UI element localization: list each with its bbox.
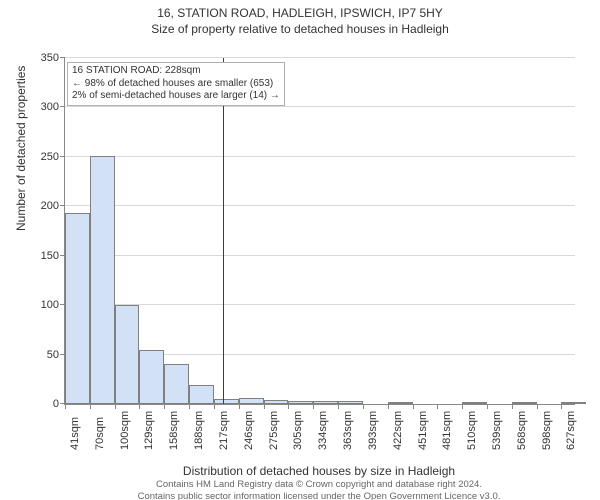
- y-tick-label: 150: [25, 250, 59, 262]
- callout-box: 16 STATION ROAD: 228sqm← 98% of detached…: [67, 62, 285, 106]
- y-tick: [60, 57, 65, 58]
- x-tick-label: 275sqm: [268, 411, 280, 450]
- y-tick: [60, 156, 65, 157]
- footer-attribution: Contains HM Land Registry data © Crown c…: [64, 479, 574, 500]
- x-tick-label: 539sqm: [491, 411, 503, 450]
- x-tick-label: 129sqm: [143, 411, 155, 450]
- x-tick-label: 568sqm: [516, 411, 528, 450]
- x-tick-label: 510sqm: [466, 411, 478, 450]
- grid-line: [65, 106, 575, 107]
- callout-text: 2% of semi-detached houses are larger (1…: [72, 90, 280, 103]
- y-tick-label: 350: [25, 52, 59, 64]
- histogram-chart: 05010015020025030035041sqm70sqm100sqm129…: [64, 58, 575, 405]
- x-tick: [313, 404, 314, 409]
- x-tick: [338, 404, 339, 409]
- y-tick-label: 50: [25, 349, 59, 361]
- x-tick: [214, 404, 215, 409]
- x-tick-label: 70sqm: [94, 417, 106, 450]
- histogram-bar: [139, 350, 164, 404]
- x-tick-label: 627sqm: [565, 411, 577, 450]
- y-tick-label: 200: [25, 200, 59, 212]
- x-axis-title: Distribution of detached houses by size …: [64, 464, 574, 478]
- x-tick: [512, 404, 513, 409]
- x-tick: [437, 404, 438, 409]
- x-tick: [363, 404, 364, 409]
- x-tick: [288, 404, 289, 409]
- page-title: 16, STATION ROAD, HADLEIGH, IPSWICH, IP7…: [0, 6, 600, 20]
- x-tick-label: 217sqm: [218, 411, 230, 450]
- x-tick-label: 422sqm: [392, 411, 404, 450]
- x-tick-label: 305sqm: [292, 411, 304, 450]
- x-tick-label: 188sqm: [193, 411, 205, 450]
- x-tick: [164, 404, 165, 409]
- grid-line: [65, 205, 575, 206]
- histogram-bar: [65, 213, 90, 404]
- x-tick: [537, 404, 538, 409]
- histogram-bar: [189, 385, 214, 404]
- x-tick-label: 41sqm: [69, 417, 81, 450]
- y-tick-label: 0: [25, 398, 59, 410]
- y-tick: [60, 106, 65, 107]
- histogram-bar: [313, 401, 338, 404]
- x-tick-label: 481sqm: [441, 411, 453, 450]
- histogram-bar: [214, 399, 239, 404]
- x-tick-label: 598sqm: [541, 411, 553, 450]
- x-tick-label: 158sqm: [168, 411, 180, 450]
- x-tick: [413, 404, 414, 409]
- x-tick: [487, 404, 488, 409]
- y-tick: [60, 205, 65, 206]
- footer-line: Contains HM Land Registry data © Crown c…: [64, 479, 574, 490]
- grid-line: [65, 255, 575, 256]
- histogram-bar: [338, 401, 363, 404]
- page-subtitle: Size of property relative to detached ho…: [0, 22, 600, 36]
- histogram-bar: [561, 402, 586, 404]
- histogram-bar: [164, 364, 189, 404]
- callout-text: 16 STATION ROAD: 228sqm: [72, 65, 280, 78]
- grid-line: [65, 304, 575, 305]
- x-tick-label: 100sqm: [119, 411, 131, 450]
- x-tick-label: 393sqm: [367, 411, 379, 450]
- histogram-bar: [239, 398, 264, 404]
- x-tick: [462, 404, 463, 409]
- x-tick: [239, 404, 240, 409]
- callout-line: [223, 58, 224, 404]
- x-tick-label: 334sqm: [317, 411, 329, 450]
- x-tick: [189, 404, 190, 409]
- y-tick-label: 100: [25, 299, 59, 311]
- x-tick: [65, 404, 66, 409]
- x-tick: [139, 404, 140, 409]
- histogram-bar: [512, 402, 537, 404]
- grid-line: [65, 57, 575, 58]
- histogram-bar: [462, 402, 487, 404]
- callout-text: ← 98% of detached houses are smaller (65…: [72, 78, 280, 91]
- y-tick-label: 300: [25, 101, 59, 113]
- x-tick: [115, 404, 116, 409]
- x-tick: [90, 404, 91, 409]
- x-tick: [264, 404, 265, 409]
- y-tick-label: 250: [25, 151, 59, 163]
- histogram-bar: [90, 156, 115, 404]
- histogram-bar: [388, 402, 413, 404]
- x-tick-label: 246sqm: [243, 411, 255, 450]
- x-tick-label: 363sqm: [342, 411, 354, 450]
- footer-line: Contains public sector information licen…: [64, 491, 574, 500]
- histogram-bar: [264, 400, 289, 404]
- histogram-bar: [288, 401, 313, 404]
- x-tick: [561, 404, 562, 409]
- x-tick-label: 451sqm: [417, 411, 429, 450]
- x-tick: [388, 404, 389, 409]
- histogram-bar: [115, 305, 140, 404]
- grid-line: [65, 156, 575, 157]
